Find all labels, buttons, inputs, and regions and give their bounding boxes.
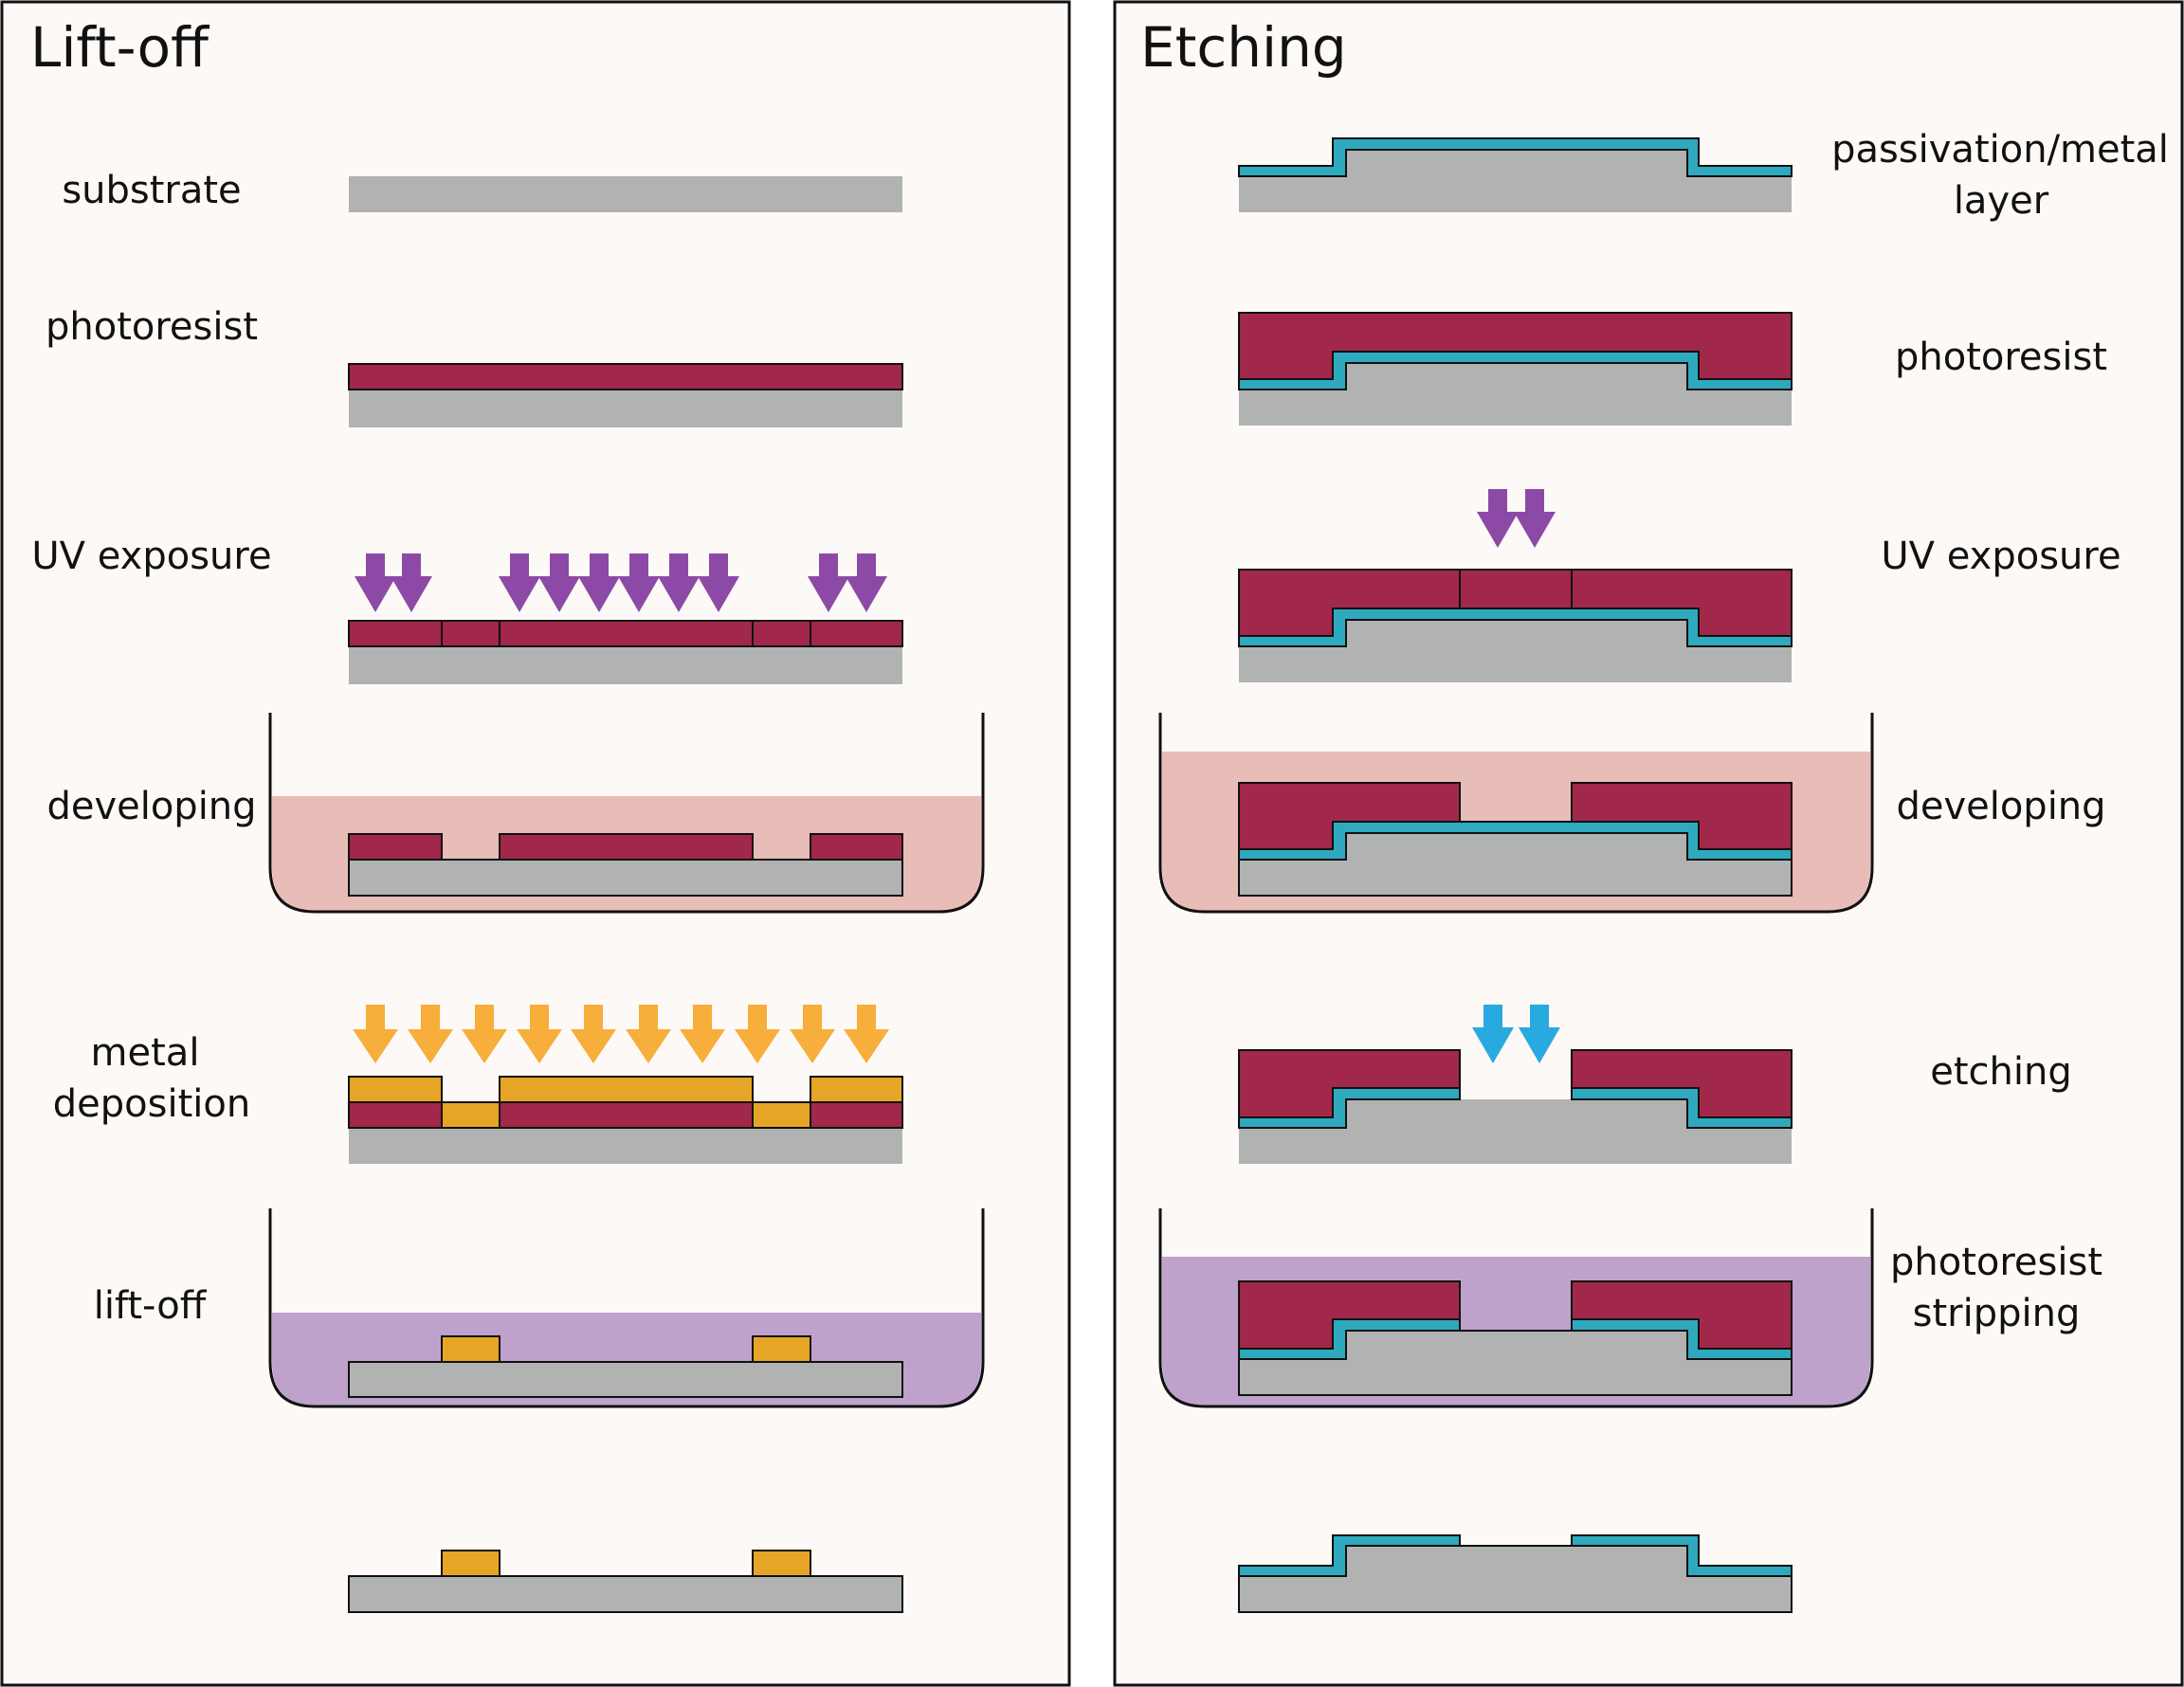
metal-layer — [752, 1101, 811, 1129]
bath-container — [1158, 713, 1874, 914]
step-label: photoresist — [46, 305, 258, 349]
photoresist-block — [499, 1101, 754, 1129]
step-label: substrate — [62, 169, 241, 212]
liftoff-title: Lift-off — [30, 15, 210, 80]
substrate-layer — [349, 390, 902, 427]
etching-step-final — [1238, 1534, 1793, 1613]
substrate-mesa — [1239, 363, 1792, 426]
exposure-boundaries — [441, 621, 811, 646]
metal-pad — [441, 1335, 500, 1363]
passivation-layer — [1571, 1318, 1793, 1360]
bath-container — [1158, 1208, 1874, 1408]
step-label: photoresist — [1895, 336, 2107, 379]
etching-step-passivation: passivation/metal layer — [1238, 128, 2169, 223]
photoresist-block — [348, 833, 443, 861]
passivation-layer — [1571, 1087, 1793, 1129]
etching-step-developing: developing — [1158, 713, 2106, 914]
metal-layer — [499, 1076, 754, 1103]
substrate-mesa — [1239, 1099, 1792, 1164]
metal-pad — [752, 1335, 811, 1363]
substrate-mesa — [1239, 620, 1792, 682]
passivation-layer — [1238, 1534, 1461, 1577]
liftoff-panel: Lift-off substrate photoresist UV exposu… — [0, 0, 1071, 1687]
step-label: lift-off — [94, 1284, 208, 1328]
substrate-layer — [349, 646, 902, 684]
photoresist-layer — [348, 363, 903, 390]
etching-panel: Etching passivation/metal layer photores… — [1113, 0, 2184, 1687]
photoresist-block — [348, 1101, 443, 1129]
step-label: layer — [1954, 179, 2049, 223]
metal-pad — [441, 1550, 500, 1577]
step-label: etching — [1930, 1050, 2072, 1094]
passivation-layer — [1238, 1318, 1461, 1360]
metal-layer — [348, 1076, 443, 1103]
bath-container — [268, 713, 985, 914]
step-label: metal — [91, 1031, 200, 1075]
passivation-layer — [1238, 351, 1793, 390]
passivation-layer — [1238, 137, 1793, 177]
metal-layer — [810, 1076, 903, 1103]
metal-layer — [441, 1101, 500, 1129]
substrate-layer — [348, 1361, 903, 1398]
passivation-layer — [1571, 1534, 1793, 1577]
liftoff-step-developing: developing — [46, 713, 985, 914]
substrate-layer — [349, 1128, 902, 1164]
substrate-layer — [349, 176, 902, 212]
passivation-layer — [1238, 821, 1793, 861]
liftoff-step-final — [348, 1550, 903, 1613]
etching-step-photoresist: photoresist — [1238, 312, 2107, 426]
liftoff-step-photoresist: photoresist — [46, 305, 903, 427]
step-label: photoresist — [1890, 1241, 2102, 1284]
etching-step-uv-exposure: UV exposure — [1238, 489, 2121, 682]
photoresist-layer — [348, 620, 903, 647]
bath-container — [268, 1208, 985, 1408]
passivation-layer — [1238, 608, 1793, 647]
step-label: UV exposure — [1881, 535, 2120, 578]
passivation-layer — [1238, 1087, 1461, 1129]
liftoff-step-lift-off: lift-off — [94, 1208, 985, 1408]
step-label: passivation/metal — [1831, 128, 2169, 172]
liftoff-step-metal-deposition: metal deposition — [53, 1005, 903, 1164]
etching-step-etching: etching — [1238, 1005, 2072, 1164]
etching-step-stripping: photoresist stripping — [1158, 1208, 2102, 1408]
substrate-layer — [348, 859, 903, 897]
photoresist-block — [499, 833, 754, 861]
metal-pad — [752, 1550, 811, 1577]
liftoff-step-substrate: substrate — [62, 169, 902, 212]
step-label: deposition — [53, 1082, 250, 1126]
liftoff-step-uv-exposure: UV exposure — [31, 535, 903, 684]
step-label: developing — [1896, 785, 2105, 828]
step-label: stripping — [1913, 1292, 2081, 1335]
etching-title: Etching — [1140, 15, 1347, 80]
substrate-mesa — [1239, 150, 1792, 212]
step-label: developing — [46, 785, 256, 828]
step-label: UV exposure — [31, 535, 271, 578]
photoresist-block — [810, 1101, 903, 1129]
substrate-layer — [348, 1575, 903, 1613]
photoresist-block — [810, 833, 903, 861]
